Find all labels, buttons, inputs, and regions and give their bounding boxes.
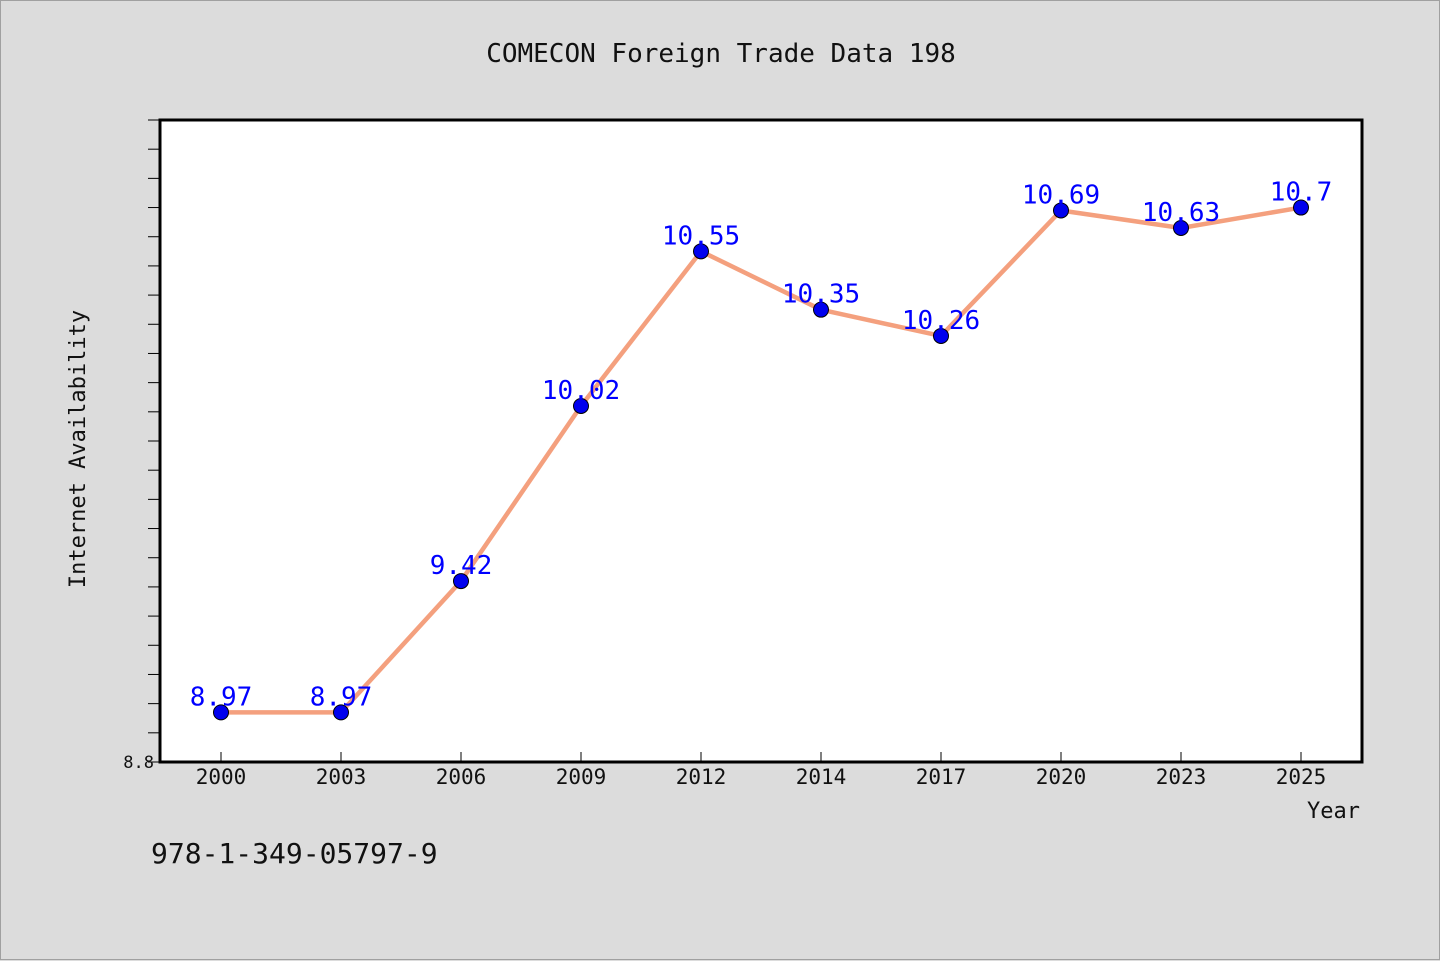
data-label: 10.26	[902, 306, 980, 336]
data-point	[1053, 202, 1069, 219]
x-tick-label: 2020	[1036, 765, 1087, 789]
x-tick-label: 2017	[916, 765, 967, 789]
data-label: 10.63	[1142, 198, 1220, 228]
x-tick-label: 2025	[1276, 765, 1327, 789]
data-point	[813, 301, 829, 318]
data-point	[213, 704, 229, 721]
x-tick-label: 2023	[1156, 765, 1207, 789]
data-point	[573, 397, 589, 414]
data-label: 10.7	[1270, 178, 1333, 208]
x-axis-ticks: 2000 2003 2006 2009 2012 2014 2017 2020 2023 2025	[196, 752, 1327, 789]
x-tick-label: 2009	[556, 765, 607, 789]
chart-title: COMECON Foreign Trade Data 198	[486, 39, 956, 69]
x-axis-title: Year	[1307, 799, 1360, 824]
x-tick-label: 2012	[676, 765, 727, 789]
data-label: 10.02	[542, 376, 620, 406]
series-line	[218, 205, 1304, 715]
data-label: 10.69	[1022, 180, 1100, 210]
data-point	[693, 243, 709, 260]
data-label: 10.55	[662, 221, 740, 251]
data-label: 8.97	[310, 682, 373, 712]
data-point	[1173, 219, 1189, 236]
y-tick-label: 8.8	[123, 753, 154, 773]
x-tick-label: 2006	[436, 765, 487, 789]
data-label: 9.42	[430, 551, 493, 581]
data-label-layer: 8.97 8.97 9.42 10.02 10.55 10.35 10.26 10.69 10.…	[190, 178, 1333, 713]
series-layer	[213, 199, 1309, 721]
data-point	[933, 327, 949, 344]
x-tick-label: 2000	[196, 765, 247, 789]
data-point	[333, 704, 349, 721]
x-tick-label: 2003	[316, 765, 367, 789]
data-point	[453, 573, 469, 590]
data-label: 8.97	[190, 682, 253, 712]
x-tick-label: 2014	[796, 765, 847, 789]
y-axis-ticks: 8.8	[123, 119, 160, 773]
y-axis-title: Internet Availability	[66, 310, 91, 588]
data-point	[1293, 199, 1309, 216]
isbn-footer: 978-1-349-05797-9	[151, 837, 438, 870]
data-label: 10.35	[782, 280, 860, 310]
